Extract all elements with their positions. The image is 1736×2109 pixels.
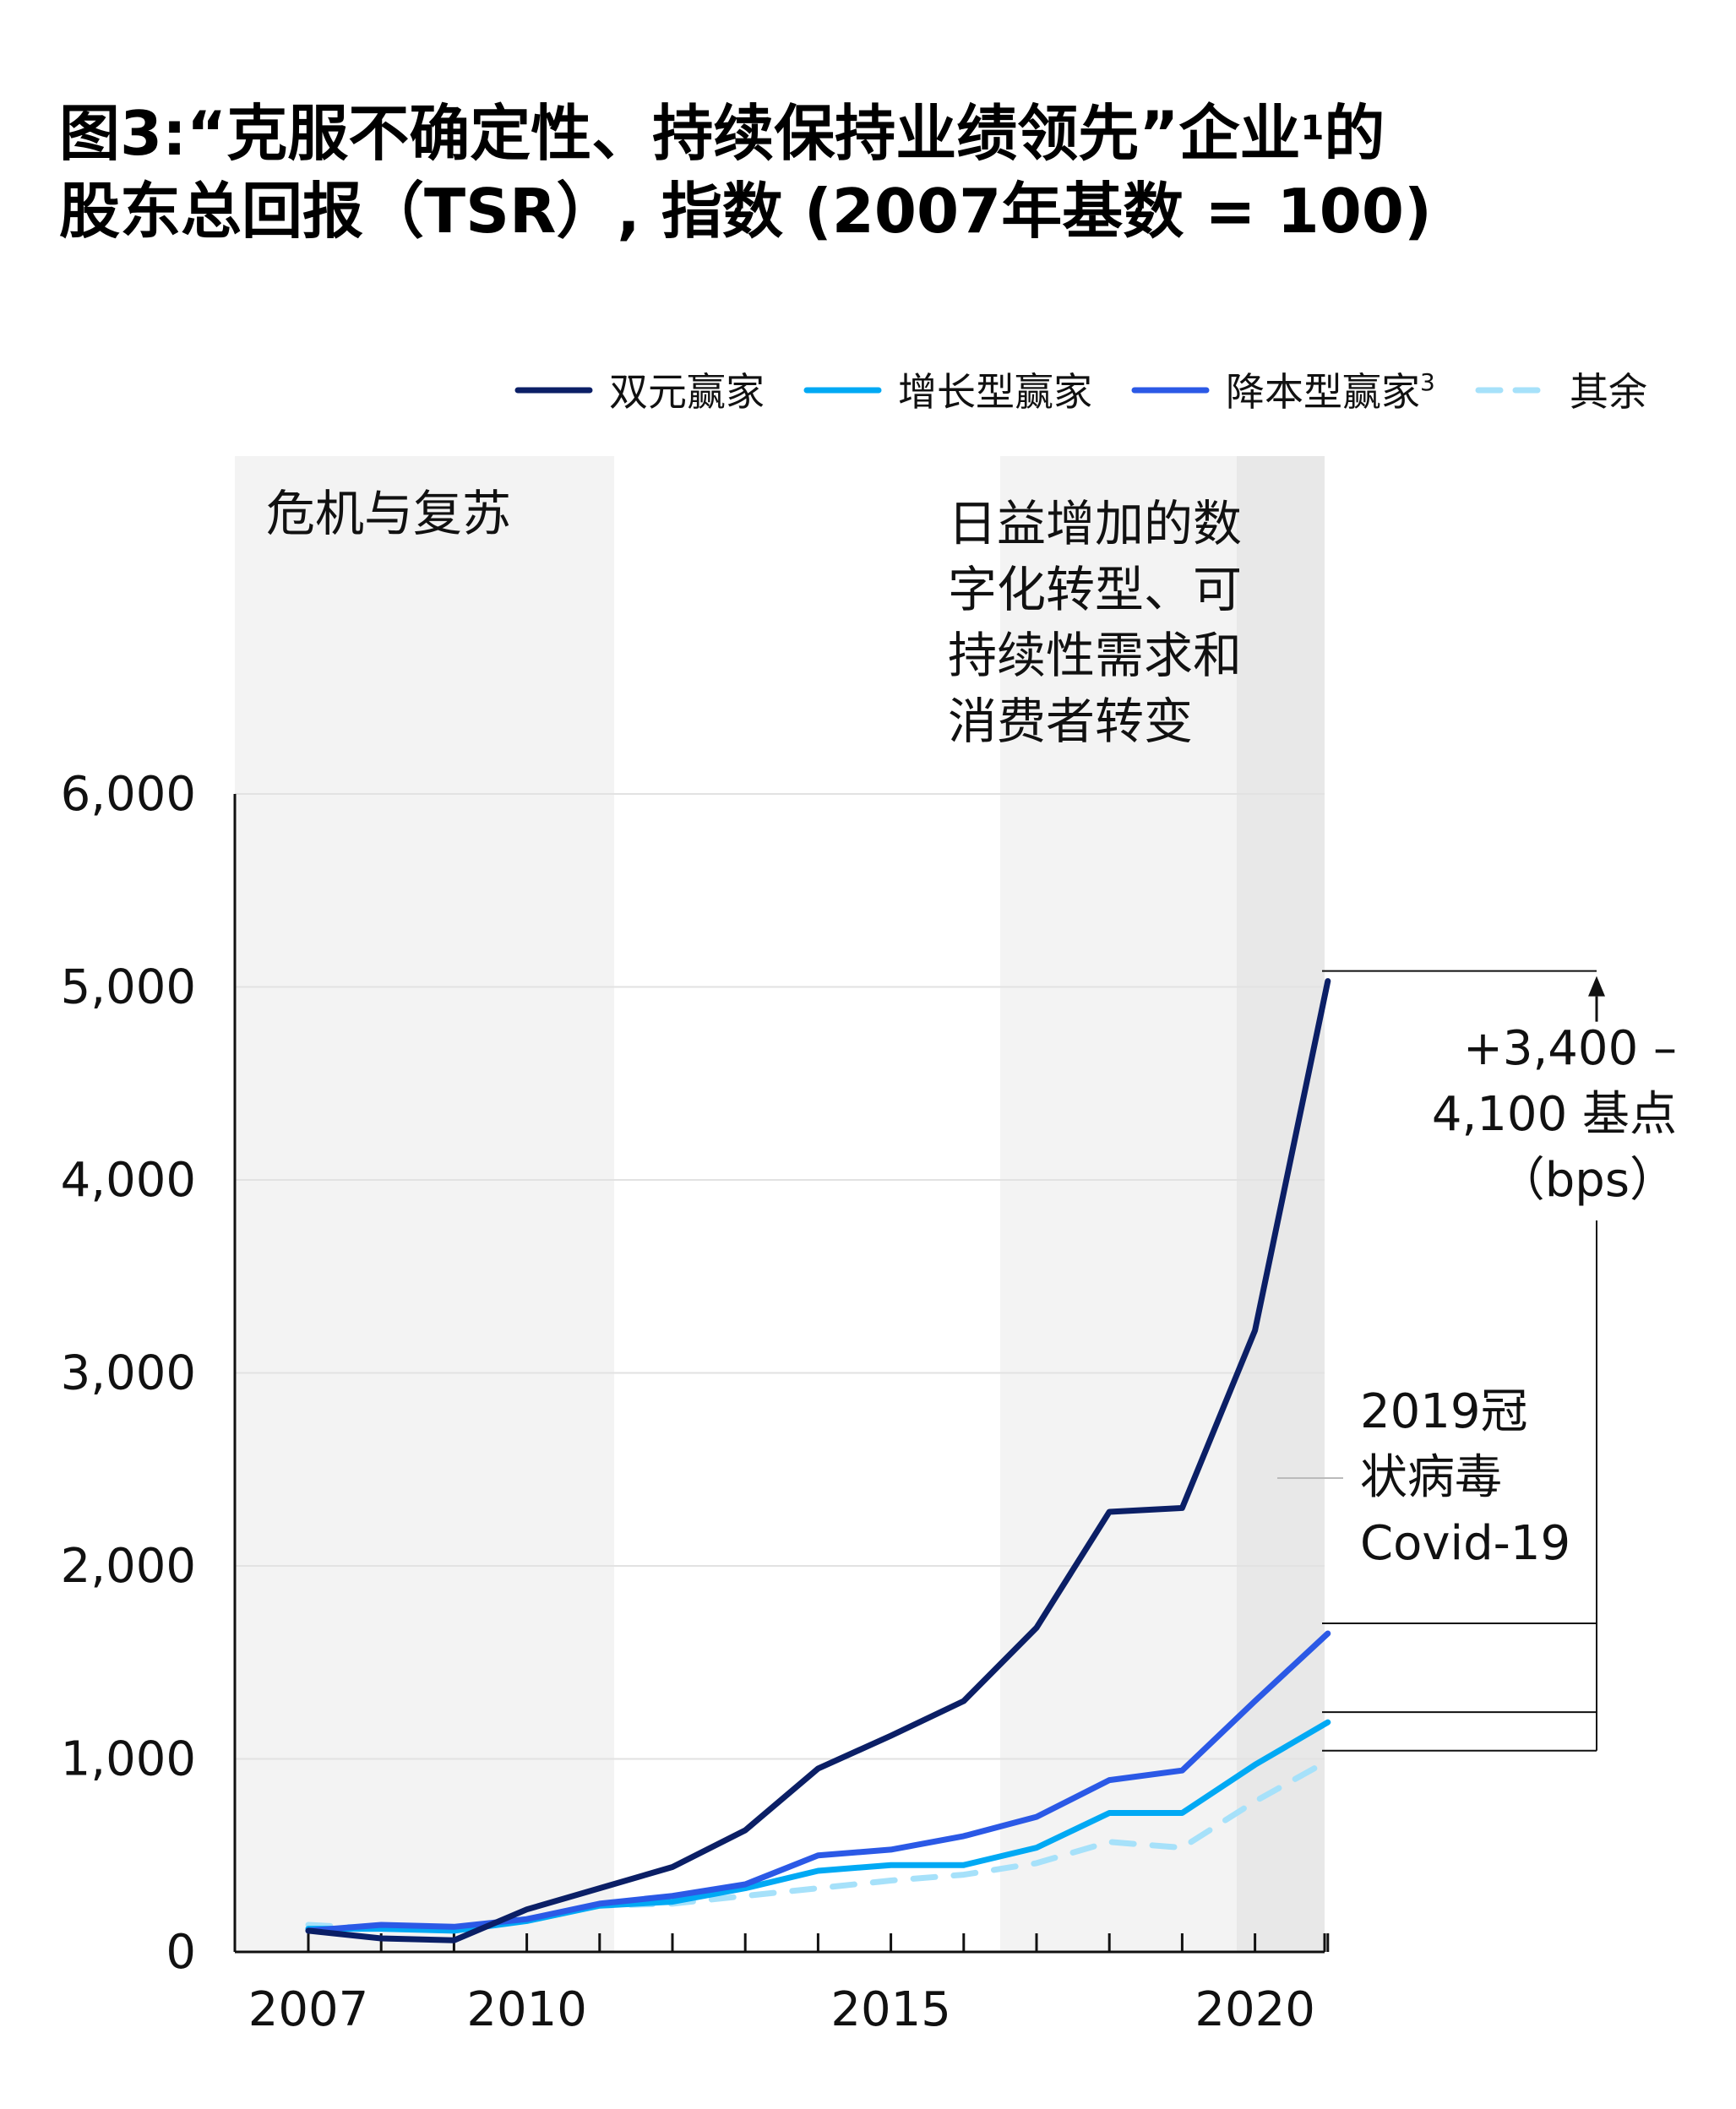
bracket-label: +3,400 – bbox=[1463, 1021, 1677, 1076]
legend-label-growth: 增长型赢家 bbox=[898, 369, 1092, 415]
y-tick-label: 1,000 bbox=[61, 1732, 196, 1787]
title-main: 图3:“克服不确定性、持续保持业绩领先”企业 bbox=[59, 98, 1301, 169]
annotation-digital: 日益增加的数 bbox=[948, 495, 1242, 552]
series-line-cost bbox=[305, 1630, 1331, 1934]
legend: 双元赢家 增长型赢家 降本型赢家3 其余 bbox=[514, 368, 1647, 415]
chart-title: 图3:“克服不确定性、持续保持业绩领先”企业1的 股东总回报（TSR）, 指数 … bbox=[59, 95, 1715, 250]
x-tick-label: 2015 bbox=[830, 1982, 951, 2037]
axes bbox=[233, 794, 1326, 1954]
y-tick-label: 6,000 bbox=[61, 767, 196, 822]
annotation-crisis: 危机与复苏 bbox=[266, 485, 511, 542]
gridlines bbox=[235, 793, 1325, 1760]
legend-footnote-marker: 3 bbox=[1420, 368, 1435, 396]
x-axis-ticks: 2007 2010 2015 2020 bbox=[248, 1933, 1330, 2037]
title-footnote-marker: 1 bbox=[1300, 109, 1325, 148]
y-tick-label: 5,000 bbox=[61, 960, 196, 1015]
annotation-digital: 字化转型、可 bbox=[948, 561, 1242, 618]
annotation-covid: Covid-19 bbox=[1360, 1516, 1570, 1571]
annotation-covid: 状病毒 bbox=[1360, 1450, 1502, 1505]
difference-bracket: +3,400 – 4,100 基点 （bps） bbox=[1322, 970, 1677, 1752]
series-lines bbox=[305, 978, 1331, 1943]
legend-label-rest: 其余 bbox=[1570, 369, 1647, 415]
shaded-periods bbox=[235, 456, 1325, 1952]
y-tick-label: 2,000 bbox=[61, 1539, 196, 1594]
y-tick-label: 4,000 bbox=[61, 1153, 196, 1208]
legend-label-dual: 双元赢家 bbox=[609, 369, 765, 415]
x-tick-label: 2020 bbox=[1195, 1982, 1315, 2037]
title-line-2: 股东总回报（TSR）, 指数 (2007年基数 = 100) bbox=[59, 176, 1432, 247]
bracket-label: （bps） bbox=[1498, 1153, 1677, 1208]
series-line-dual bbox=[305, 978, 1331, 1943]
shade-crisis bbox=[235, 456, 615, 1952]
annotation-digital: 消费者转变 bbox=[948, 693, 1193, 750]
x-tick-label: 2010 bbox=[466, 1982, 587, 2037]
bracket-arrow-head bbox=[1588, 976, 1605, 997]
y-axis-ticks: 0 1,000 2,000 3,000 4,000 5,000 6,000 bbox=[61, 767, 196, 1980]
x-tick-label: 2007 bbox=[248, 1982, 369, 2037]
y-tick-label: 3,000 bbox=[61, 1346, 196, 1401]
y-tick-label: 0 bbox=[166, 1925, 196, 1980]
bracket-label: 4,100 基点 bbox=[1432, 1087, 1677, 1142]
title-end: 的 bbox=[1324, 98, 1385, 169]
legend-label-cost: 降本型赢家3 bbox=[1226, 368, 1435, 415]
annotation-digital: 持续性需求和 bbox=[948, 627, 1242, 684]
annotation-covid: 2019冠 bbox=[1360, 1384, 1528, 1439]
